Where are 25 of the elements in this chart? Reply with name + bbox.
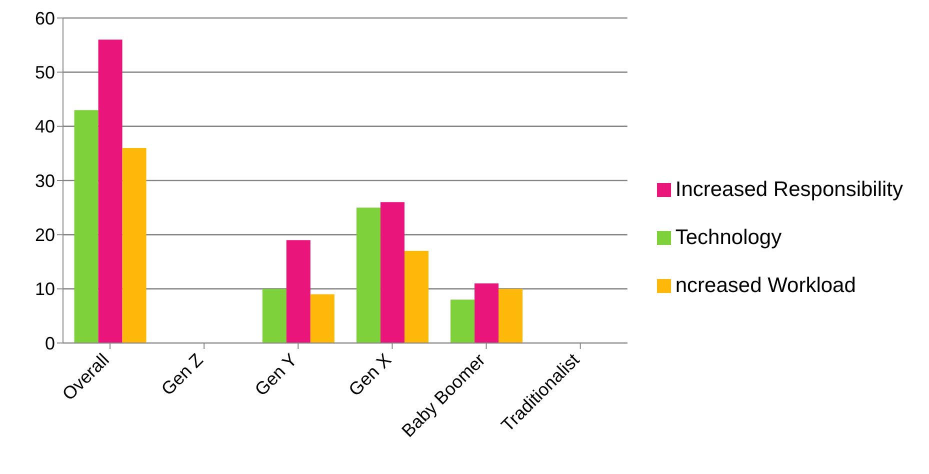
bar xyxy=(122,148,146,343)
y-tick-label: 0 xyxy=(44,333,55,354)
bar xyxy=(498,288,523,343)
y-tick-label: 60 xyxy=(34,8,55,28)
bar xyxy=(404,250,428,343)
y-tick-label: 20 xyxy=(34,225,55,246)
bar xyxy=(74,110,98,343)
bar xyxy=(310,294,334,343)
y-tick-label: 50 xyxy=(34,62,55,83)
bar xyxy=(474,283,499,343)
legend-label: Technology xyxy=(675,226,782,249)
legend-label: ncreased Workload xyxy=(675,274,856,297)
bar xyxy=(262,288,286,343)
x-tick-label: Gen X xyxy=(344,350,396,400)
bar xyxy=(356,208,380,343)
x-tick-label: Gen Y xyxy=(250,350,301,400)
legend-label: Increased Responsibility xyxy=(675,178,903,201)
bar xyxy=(450,300,475,343)
bar xyxy=(286,240,310,343)
y-tick-label: 10 xyxy=(34,279,55,300)
bar xyxy=(380,202,404,343)
y-tick-label: 30 xyxy=(34,170,55,191)
x-tick-label: Gen Z xyxy=(157,350,207,400)
y-tick-label: 40 xyxy=(34,116,55,137)
bar xyxy=(98,40,122,343)
